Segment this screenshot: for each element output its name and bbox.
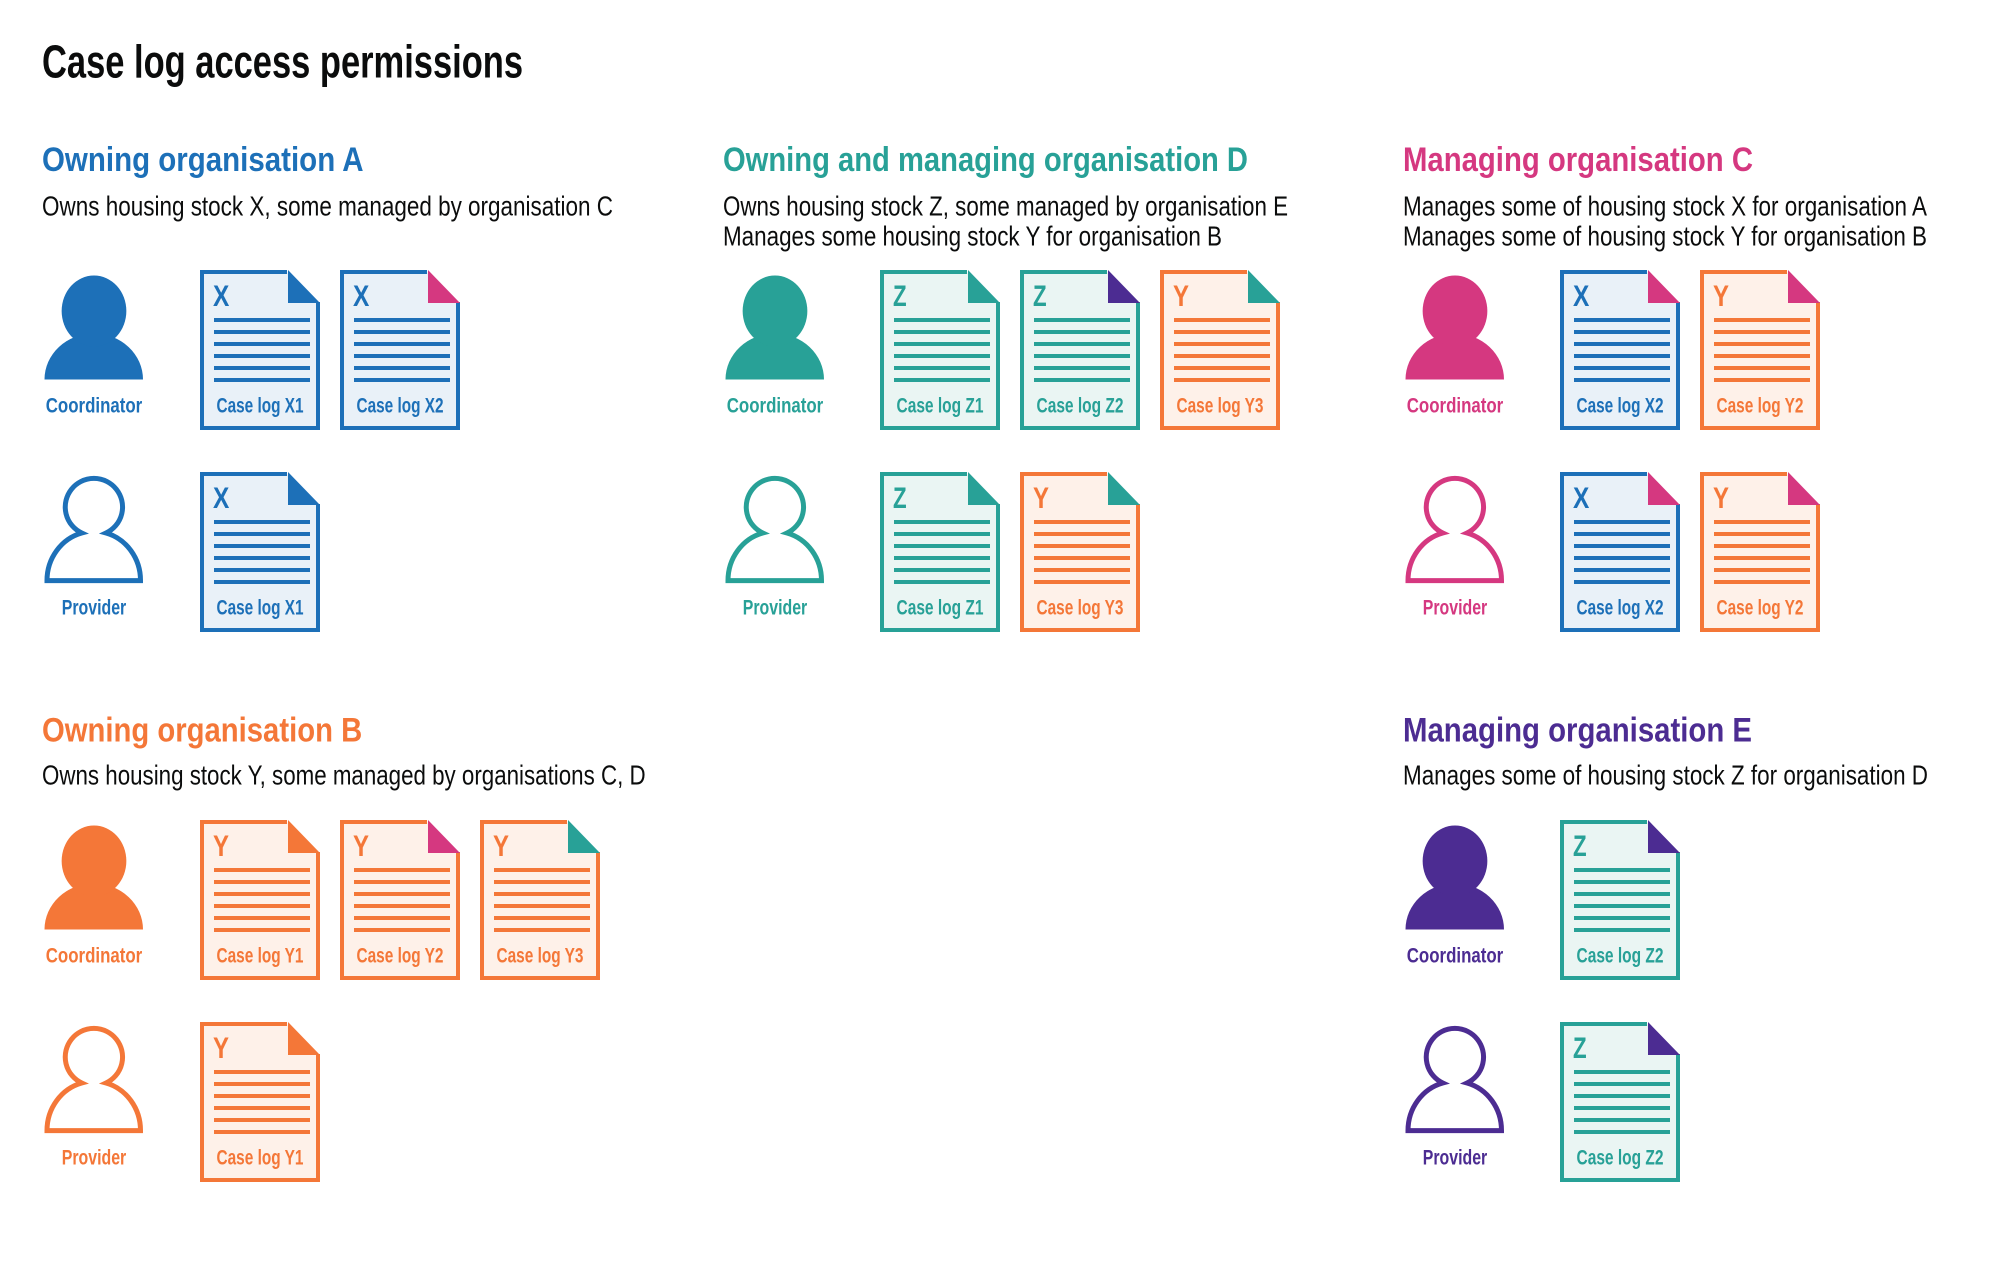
svg-text:Coordinator: Coordinator <box>1407 945 1504 968</box>
svg-text:Case log Z2: Case log Z2 <box>1577 945 1664 968</box>
svg-text:Case log Y3: Case log Y3 <box>497 945 584 968</box>
svg-text:Y: Y <box>1713 482 1729 515</box>
svg-text:Manages some of housing stock: Manages some of housing stock X for orga… <box>1403 191 1927 222</box>
svg-text:Case log Y3: Case log Y3 <box>1177 395 1264 418</box>
svg-text:Owning and managing organisati: Owning and managing organisation D <box>723 141 1248 179</box>
svg-text:Z: Z <box>1573 1032 1587 1065</box>
svg-text:Case log Z1: Case log Z1 <box>897 597 984 620</box>
svg-text:X: X <box>353 280 369 313</box>
svg-text:Case log Y1: Case log Y1 <box>217 945 304 968</box>
svg-text:Case log Y1: Case log Y1 <box>217 1147 304 1170</box>
svg-text:Case log Y3: Case log Y3 <box>1037 597 1124 620</box>
svg-text:Manages some of housing stock: Manages some of housing stock Y for orga… <box>1403 221 1927 252</box>
svg-text:Case log X1: Case log X1 <box>217 395 304 418</box>
svg-text:Managing organisation C: Managing organisation C <box>1403 141 1753 179</box>
svg-text:Y: Y <box>493 830 509 863</box>
svg-text:Z: Z <box>1033 280 1047 313</box>
svg-text:Coordinator: Coordinator <box>46 945 143 968</box>
svg-text:Z: Z <box>893 280 907 313</box>
svg-text:Case log X2: Case log X2 <box>1577 597 1664 620</box>
svg-text:Manages some housing stock Y f: Manages some housing stock Y for organis… <box>723 221 1222 252</box>
svg-text:X: X <box>213 280 229 313</box>
svg-text:X: X <box>1573 482 1589 515</box>
svg-text:Case log Z2: Case log Z2 <box>1577 1147 1664 1170</box>
svg-text:Coordinator: Coordinator <box>46 395 143 418</box>
svg-text:Managing organisation E: Managing organisation E <box>1403 711 1752 749</box>
svg-text:Coordinator: Coordinator <box>1407 395 1504 418</box>
svg-text:Case log X2: Case log X2 <box>357 395 444 418</box>
svg-text:Owning organisation A: Owning organisation A <box>42 141 364 179</box>
svg-text:Y: Y <box>1033 482 1049 515</box>
svg-text:Y: Y <box>1713 280 1729 313</box>
svg-text:Case log X1: Case log X1 <box>217 597 304 620</box>
svg-text:Manages some of housing stock: Manages some of housing stock Z for orga… <box>1403 760 1928 791</box>
svg-text:Provider: Provider <box>1423 597 1488 620</box>
svg-text:Y: Y <box>353 830 369 863</box>
svg-text:Z: Z <box>893 482 907 515</box>
svg-text:X: X <box>213 482 229 515</box>
svg-text:Case log Z1: Case log Z1 <box>897 395 984 418</box>
svg-text:Y: Y <box>213 1032 229 1065</box>
svg-text:Y: Y <box>213 830 229 863</box>
svg-text:Coordinator: Coordinator <box>727 395 824 418</box>
svg-text:Case log Z2: Case log Z2 <box>1037 395 1124 418</box>
svg-text:Z: Z <box>1573 830 1587 863</box>
svg-text:Owns housing stock Y, some man: Owns housing stock Y, some managed by or… <box>42 760 646 791</box>
svg-text:Y: Y <box>1173 280 1189 313</box>
svg-text:Provider: Provider <box>62 597 127 620</box>
svg-text:X: X <box>1573 280 1589 313</box>
svg-text:Owns housing stock X, some man: Owns housing stock X, some managed by or… <box>42 191 613 222</box>
svg-text:Owns housing stock Z, some man: Owns housing stock Z, some managed by or… <box>723 191 1288 222</box>
svg-text:Owning organisation B: Owning organisation B <box>42 711 362 749</box>
svg-text:Case log access permissions: Case log access permissions <box>42 36 523 88</box>
svg-text:Case log Y2: Case log Y2 <box>1717 395 1804 418</box>
svg-text:Provider: Provider <box>62 1147 127 1170</box>
svg-text:Provider: Provider <box>743 597 808 620</box>
svg-text:Case log Y2: Case log Y2 <box>357 945 444 968</box>
svg-text:Provider: Provider <box>1423 1147 1488 1170</box>
svg-text:Case log X2: Case log X2 <box>1577 395 1664 418</box>
svg-text:Case log Y2: Case log Y2 <box>1717 597 1804 620</box>
